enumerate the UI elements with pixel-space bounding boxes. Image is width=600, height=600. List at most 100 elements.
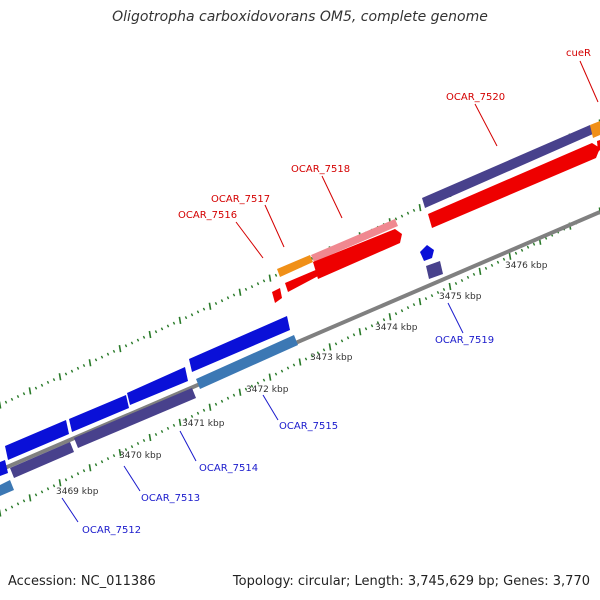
feature-ocar-7512[interactable]: [5, 420, 69, 460]
feature-ocar-7519[interactable]: [420, 245, 434, 261]
major-tick: [178, 418, 182, 427]
feature-ocar-7517[interactable]: [272, 288, 282, 303]
major-tick: [118, 344, 122, 353]
accession-text: Accession: NC_011386: [8, 574, 156, 589]
major-tick: [28, 387, 32, 395]
minor-tick: [214, 301, 218, 306]
minor-tick: [106, 457, 110, 461]
gene-labels: OCAR_7516 OCAR_7517 OCAR_7518 OCAR_7520 …: [82, 48, 591, 536]
minor-tick: [394, 217, 398, 221]
feature-ocar-7514[interactable]: [127, 367, 188, 405]
tick-label-3475: 3475 kbp: [439, 292, 482, 302]
minor-tick: [280, 369, 284, 373]
major-tick: [418, 203, 422, 212]
minor-tick: [244, 287, 248, 291]
gene-label-ocar-7518[interactable]: OCAR_7518: [291, 164, 350, 175]
gene-label-ocar-7513[interactable]: OCAR_7513: [141, 493, 200, 504]
minor-tick: [334, 342, 338, 346]
feature-cuer-cds[interactable]: [597, 140, 600, 152]
minor-tick: [322, 348, 326, 352]
minor-tick: [232, 293, 236, 297]
map-title: Oligotropha carboxidovorans OM5, complet…: [112, 9, 488, 25]
feature-ocar-7514-pseudo[interactable]: [74, 388, 196, 448]
major-tick: [208, 403, 212, 411]
feature-ocar-7511[interactable]: [0, 460, 8, 476]
minor-tick: [262, 378, 266, 382]
gene-label-ocar-7520[interactable]: OCAR_7520: [446, 92, 505, 103]
minor-tick: [496, 260, 500, 264]
major-tick: [268, 373, 272, 381]
feature-ocar-7518-cds[interactable]: [313, 229, 402, 279]
feature-cuer[interactable]: [590, 121, 600, 138]
minor-tick: [220, 399, 224, 403]
major-tick: [508, 252, 512, 260]
minor-tick: [124, 344, 128, 348]
minor-tick: [406, 306, 410, 310]
label-leaders: [61, 60, 599, 523]
reverse-strand: [0, 245, 443, 496]
major-tick: [88, 359, 92, 367]
feature-ocar-7520-cds[interactable]: [428, 143, 600, 228]
minor-tick: [376, 321, 380, 325]
minor-tick: [22, 499, 26, 503]
minor-tick: [112, 454, 116, 458]
major-tick: [178, 316, 182, 325]
feature-ocar-7519-pseudo[interactable]: [426, 261, 443, 279]
feature-ocar-7515[interactable]: [189, 316, 290, 372]
minor-tick: [4, 508, 8, 512]
major-tick: [238, 288, 242, 296]
gene-label-ocar-7519[interactable]: OCAR_7519: [435, 335, 494, 346]
minor-tick: [490, 263, 494, 267]
minor-tick: [226, 396, 230, 400]
minor-tick: [442, 287, 446, 292]
gene-label-ocar-7516[interactable]: OCAR_7516: [178, 210, 237, 221]
minor-tick: [502, 257, 506, 261]
minor-tick: [400, 214, 404, 218]
gene-label-cuer[interactable]: cueR: [566, 48, 591, 59]
minor-tick: [412, 208, 416, 212]
feature-ocar-7516[interactable]: [277, 255, 313, 277]
minor-tick: [172, 423, 176, 427]
minor-tick: [460, 278, 464, 283]
major-tick: [118, 448, 122, 457]
minor-tick: [454, 281, 458, 286]
feature-ocar-7520[interactable]: [422, 125, 593, 208]
minor-tick: [136, 441, 140, 446]
gene-label-ocar-7514[interactable]: OCAR_7514: [199, 463, 258, 474]
major-tick: [298, 358, 302, 366]
minor-tick: [382, 318, 386, 322]
axis-tick-labels: 3469 kbp 3470 kbp 3471 kbp 3472 kbp 3473…: [56, 261, 548, 497]
feature-ocar-7513[interactable]: [69, 395, 129, 432]
minor-tick: [532, 242, 536, 246]
minor-tick: [184, 417, 188, 421]
gene-label-ocar-7512[interactable]: OCAR_7512: [82, 525, 141, 536]
minor-tick: [190, 313, 194, 317]
gene-label-ocar-7517[interactable]: OCAR_7517: [211, 194, 270, 205]
feature-ocar-7518[interactable]: [311, 219, 398, 262]
minor-tick: [130, 341, 134, 345]
major-tick: [388, 313, 392, 321]
minor-tick: [286, 366, 290, 370]
feature-ocar-7515-rna[interactable]: [196, 335, 298, 389]
feature-ocar-7513-pseudo[interactable]: [10, 442, 74, 478]
feature-ocar-7518-arrow[interactable]: [285, 269, 320, 292]
minor-tick: [34, 493, 38, 497]
minor-tick: [226, 296, 230, 300]
major-tick: [418, 297, 422, 306]
major-tick: [88, 464, 92, 472]
minor-tick: [430, 294, 434, 298]
minor-tick: [274, 372, 278, 376]
minor-tick: [346, 336, 350, 340]
topology-text: Topology: circular; Length: 3,745,629 bp…: [232, 574, 590, 589]
feature-ocar-7512-rna[interactable]: [0, 480, 14, 496]
minor-tick: [172, 321, 176, 325]
minor-tick: [112, 349, 116, 353]
minor-tick: [4, 400, 8, 404]
gene-label-ocar-7515[interactable]: OCAR_7515: [279, 421, 338, 432]
minor-tick: [436, 290, 440, 295]
minor-tick: [166, 324, 170, 328]
major-tick: [238, 388, 242, 396]
minor-tick: [304, 357, 308, 361]
minor-tick: [394, 312, 398, 316]
